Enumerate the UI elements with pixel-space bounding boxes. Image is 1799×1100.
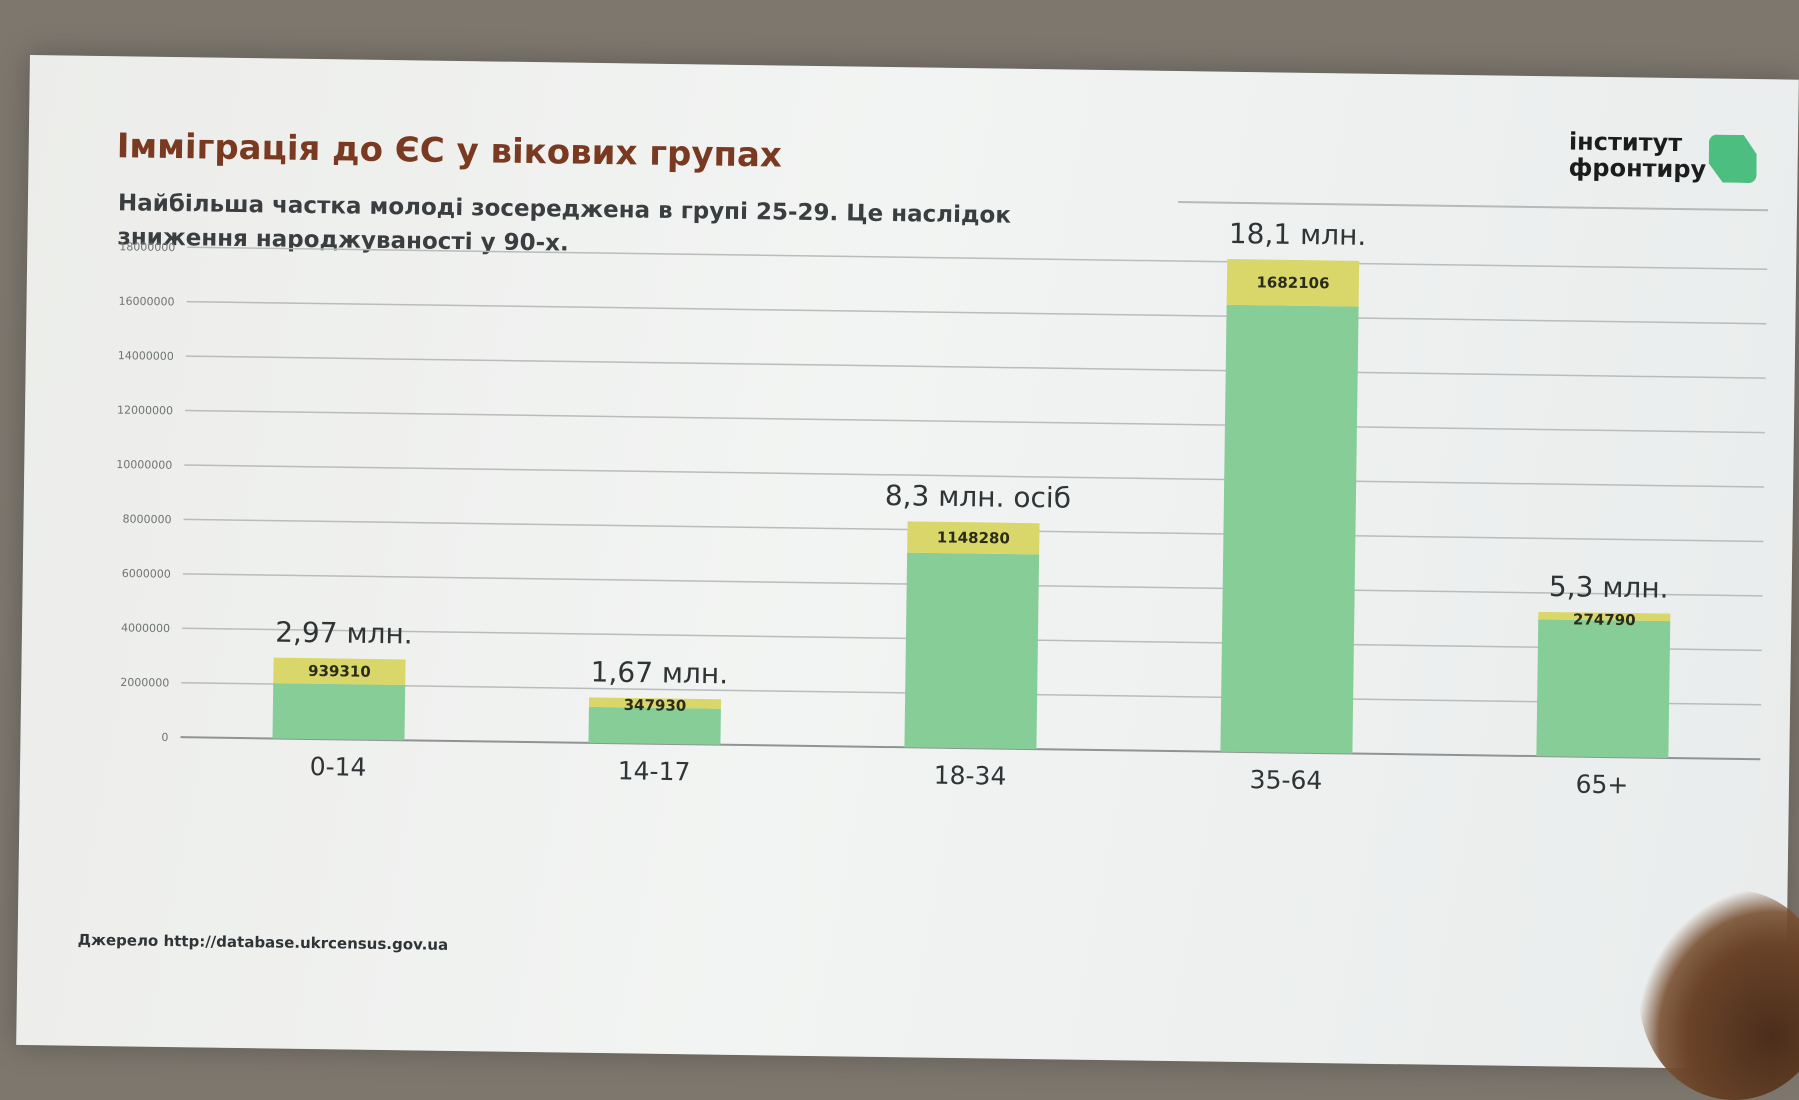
x-tick-label: 65+ — [1575, 770, 1628, 800]
y-tick-label: 12000000 — [117, 404, 173, 418]
x-tick-label: 35-64 — [1249, 765, 1322, 795]
bar-base-segment — [904, 552, 1040, 750]
segment-value-label: 939310 — [308, 662, 371, 681]
bar-base-segment — [272, 683, 406, 741]
bar-base-segment — [1220, 304, 1359, 754]
bar-top-segment — [907, 521, 1040, 555]
y-axis: 0 2000000 4000000 6000000 8000000 10000000 120… — [116, 240, 175, 744]
total-value-label: 8,3 млн. осіб — [885, 479, 1072, 515]
y-tick-label: 14000000 — [118, 349, 174, 363]
bar-chart: 0 2000000 4000000 6000000 8000000 10000000 120… — [116, 217, 1768, 799]
x-axis: 0-14 14-17 18-34 35-64 65+ — [310, 752, 1629, 799]
bar-top-segment — [273, 657, 406, 686]
segment-value-label: 1682106 — [1256, 273, 1329, 292]
grid-line — [187, 246, 1768, 271]
x-tick-label: 14-17 — [618, 756, 691, 786]
y-tick-label: 4000000 — [121, 621, 170, 635]
slide: Імміграція до ЄС у вікових групах Найбіл… — [16, 55, 1799, 1070]
bar-base-segment — [588, 706, 721, 745]
y-tick-label: 16000000 — [118, 295, 174, 309]
audience-head — [1639, 890, 1799, 1100]
total-value-label: 18,1 млн. — [1229, 217, 1367, 252]
bar-top-segment — [1538, 611, 1671, 622]
total-value-label: 5,3 млн. — [1549, 570, 1669, 605]
y-tick-label: 2000000 — [120, 676, 169, 690]
segment-value-label: 1148280 — [937, 528, 1010, 547]
total-value-label: 1,67 млн. — [590, 655, 728, 690]
grid-line — [186, 300, 1767, 325]
segment-value-label: 274790 — [1573, 610, 1636, 629]
y-tick-label: 0 — [161, 731, 168, 744]
chart-bars: 939310 2,97 млн. 347930 1,67 млн. 1148280 8,3… — [272, 217, 1671, 758]
y-tick-label: 6000000 — [122, 567, 171, 581]
segment-value-label: 347930 — [624, 696, 687, 715]
grid-line — [184, 464, 1765, 488]
bar-top-segment — [1226, 259, 1360, 307]
y-tick-label: 18000000 — [119, 240, 175, 254]
bar-base-segment — [1536, 619, 1671, 758]
x-tick-label: 18-34 — [934, 761, 1007, 791]
y-tick-label: 8000000 — [122, 513, 171, 527]
y-tick-label: 10000000 — [116, 458, 172, 472]
x-tick-label: 0-14 — [310, 752, 367, 782]
grid-line — [185, 355, 1766, 379]
bar-top-segment — [588, 697, 722, 709]
grid-line — [185, 409, 1765, 434]
total-value-label: 2,97 млн. — [275, 616, 413, 651]
